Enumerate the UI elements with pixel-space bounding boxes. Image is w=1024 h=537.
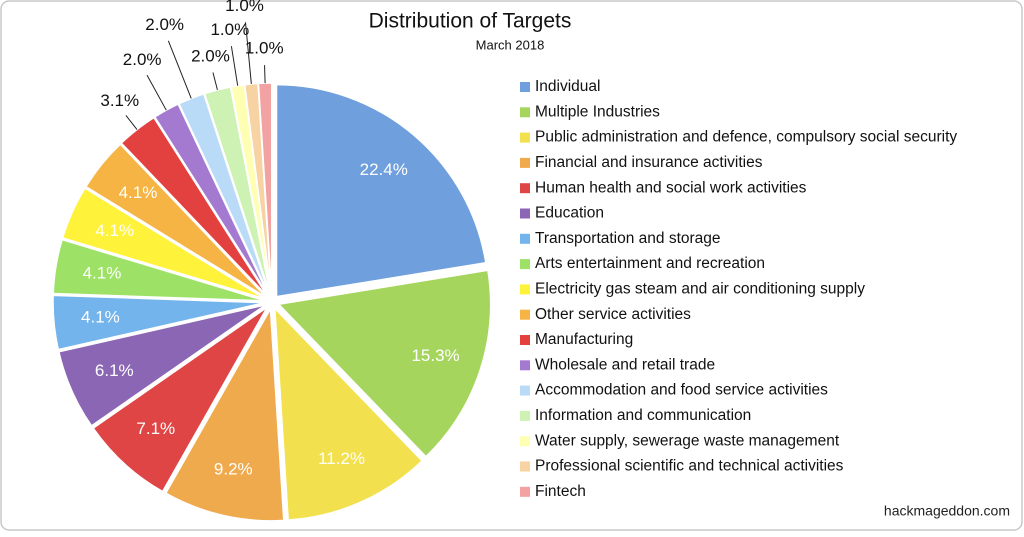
legend-label: Other service activities: [535, 306, 691, 323]
legend-swatch: [520, 309, 530, 320]
legend-swatch: [520, 335, 530, 345]
legend-swatch: [520, 284, 530, 295]
leader-line: [146, 74, 167, 111]
data-label: 4.1%: [95, 221, 134, 240]
legend-swatch: [520, 360, 530, 371]
legend-swatch: [520, 208, 530, 219]
legend-label: Water supply, sewerage waste management: [535, 432, 840, 449]
legend-label: Transportation and storage: [535, 230, 721, 247]
legend-swatch: [520, 107, 530, 118]
pie-slice: [84, 143, 268, 299]
data-label: 6.1%: [95, 361, 134, 380]
data-label: 9.2%: [214, 459, 253, 478]
data-label: 1.0%: [210, 20, 249, 39]
legend-label: Fintech: [535, 483, 586, 500]
leader-line: [230, 46, 239, 86]
source: hackmageddon.com: [884, 503, 1010, 519]
pie-slice: [177, 92, 271, 296]
legend-swatch: [520, 461, 530, 472]
legend-label: Electricity gas steam and air conditioni…: [535, 280, 865, 297]
pie-slice: [57, 304, 267, 427]
data-label: 2.0%: [145, 15, 184, 34]
leader-line: [125, 115, 138, 130]
legend-label: Financial and insurance activities: [535, 154, 763, 171]
data-label: 15.3%: [411, 346, 459, 365]
legend-swatch: [520, 486, 530, 497]
leader-line: [167, 40, 192, 99]
pie-slice: [153, 103, 270, 297]
pie-slice: [257, 82, 273, 296]
legend-swatch: [520, 410, 530, 421]
legend-swatch: [520, 259, 530, 270]
leader-line: [264, 65, 266, 84]
legend-label: Public administration and defence, compu…: [535, 129, 957, 146]
legend-label: Human health and social work activities: [535, 179, 807, 196]
pie-slice: [275, 83, 487, 298]
data-label: 1.0%: [245, 39, 284, 58]
legend-swatch: [520, 233, 530, 244]
legend-label: Arts entertainment and recreation: [535, 255, 765, 272]
data-label: 11.2%: [318, 449, 365, 468]
legend-swatch: [520, 183, 530, 194]
data-label: 2.0%: [123, 50, 162, 69]
leader-line: [245, 22, 252, 85]
pie-slice: [52, 294, 266, 351]
data-label: 4.1%: [83, 263, 122, 282]
legend-swatch: [520, 82, 530, 92]
legend-swatch: [520, 385, 530, 396]
data-label: 3.1%: [100, 91, 139, 110]
legend-swatch: [520, 132, 530, 143]
legend-swatch: [520, 436, 530, 447]
legend-label: Multiple Industries: [535, 103, 660, 120]
legend-label: Professional scientific and technical ac…: [535, 458, 844, 475]
data-label: 7.1%: [136, 419, 175, 438]
data-label: 4.1%: [119, 183, 158, 202]
pie-slice: [273, 306, 424, 521]
data-label: 1.0%: [225, 0, 264, 15]
legend-label: Individual: [535, 78, 601, 95]
legend-label: Information and communication: [535, 407, 751, 424]
legend-swatch: [520, 157, 530, 168]
pie-slice: [92, 306, 268, 493]
pie-slice: [277, 269, 492, 458]
chart-title: Distribution of Targets: [369, 10, 572, 33]
legend-label: Accommodation and food service activitie…: [535, 382, 828, 399]
pie-slice: [164, 306, 285, 522]
legend-label: Manufacturing: [535, 331, 633, 348]
legend-label: Wholesale and retail trade: [535, 356, 715, 373]
leader-line: [212, 72, 218, 91]
data-label: 22.4%: [360, 160, 408, 179]
legend-label: Education: [535, 205, 604, 222]
chart-subtitle: March 2018: [476, 37, 545, 52]
pie-slice: [52, 238, 266, 302]
pie-slice: [61, 187, 267, 300]
data-label: 4.1%: [81, 308, 120, 327]
data-label: 2.0%: [191, 46, 230, 65]
